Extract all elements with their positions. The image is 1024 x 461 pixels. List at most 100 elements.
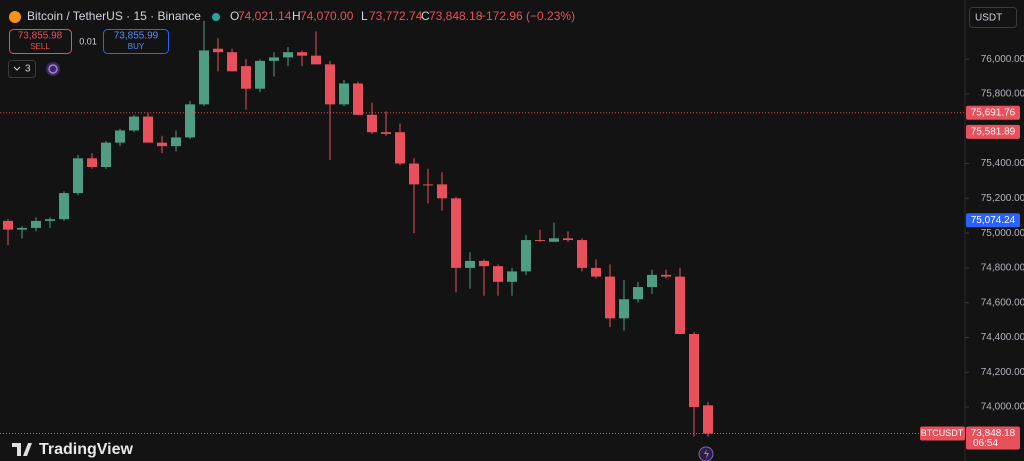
candle-body — [283, 52, 293, 58]
spread: 0.01 — [79, 36, 97, 46]
candle-body — [227, 52, 237, 72]
candle-body — [633, 287, 643, 300]
y-tick-label: 75,400.00 — [981, 158, 1024, 169]
y-tick-label: 75,200.00 — [981, 193, 1024, 204]
candle-body — [143, 116, 153, 143]
ohlc: O74,021.14 H 74,070.00 L 73,772.74C 73,848.18 — [230, 9, 483, 23]
sell-button[interactable] — [9, 29, 72, 54]
y-tick-label: 76,000.00 — [981, 54, 1024, 65]
ohlc-value: 73,772.74 — [369, 9, 423, 23]
candle-body — [339, 83, 349, 105]
candle-body — [423, 184, 433, 186]
candle-body — [213, 48, 223, 53]
y-tick-label: 75,800.00 — [981, 89, 1024, 100]
candle-body — [171, 137, 181, 147]
sell-label: SELL — [30, 42, 50, 51]
candle-body — [619, 299, 629, 319]
price-tag — [966, 124, 1020, 139]
candle-body — [297, 52, 307, 56]
price-tag — [966, 105, 1020, 120]
candle-body — [3, 220, 13, 230]
sync-icon[interactable] — [46, 62, 60, 76]
symbol-tag — [920, 426, 965, 441]
y-tick-label: 74,000.00 — [981, 402, 1024, 413]
candle-body — [563, 238, 573, 241]
plot — [0, 20, 965, 437]
y-tick-label: 74,200.00 — [981, 367, 1024, 378]
y-tick-label: 74,600.00 — [981, 297, 1024, 308]
candle-body — [87, 158, 97, 168]
candle-body — [661, 274, 671, 277]
candle-body — [269, 57, 279, 61]
last-price-label: 73,848.18 — [971, 428, 1016, 439]
brand-name: TradingView — [39, 441, 134, 458]
symbol-title: Bitcoin / TetherUS · 15 · Binance — [27, 9, 201, 23]
candle-body — [59, 193, 69, 220]
coin-icon — [9, 11, 21, 23]
candle-body — [17, 227, 27, 230]
brand-logo — [12, 443, 32, 456]
sync-icon-ring — [48, 64, 58, 74]
candle-body — [549, 238, 559, 242]
currency-button[interactable] — [969, 7, 1017, 28]
buy-button[interactable] — [103, 29, 169, 54]
candle-body — [185, 104, 195, 138]
candle-body — [409, 163, 419, 185]
candle-body — [129, 116, 139, 131]
candle-body — [451, 198, 461, 268]
buy-label: BUY — [128, 42, 145, 51]
candle-body — [241, 66, 251, 89]
candle-body — [647, 274, 657, 288]
candle-body — [115, 130, 125, 143]
ohlc-key: H — [292, 9, 301, 23]
candle-body — [521, 240, 531, 272]
candle-body — [31, 220, 41, 228]
candle-body — [493, 266, 503, 282]
ohlc-value: 73,848.18 — [429, 9, 483, 23]
candle-body — [479, 260, 489, 267]
last-price-tag — [966, 426, 1020, 450]
symbol-tag-label: BTCUSDT — [921, 428, 964, 438]
price-tag — [966, 213, 1020, 228]
candle-body — [199, 50, 209, 105]
price-tag-label: 75,074.24 — [971, 215, 1016, 226]
candle-body — [157, 142, 167, 147]
candle-body — [703, 405, 713, 434]
event-bolt — [704, 449, 709, 459]
y-tick-label: 74,400.00 — [981, 332, 1024, 343]
ohlc-key: O — [230, 9, 239, 23]
countdown: 06:54 — [973, 438, 998, 449]
candle-body — [605, 276, 615, 319]
ohlc-key: L — [361, 9, 368, 23]
candle-body — [381, 132, 391, 134]
candle-body — [325, 64, 335, 105]
candle-body — [395, 132, 405, 164]
indicator-toggle[interactable] — [8, 60, 36, 78]
change: −172.96 (−0.23%) — [479, 9, 575, 23]
candle-body — [311, 55, 321, 65]
y-tick-label: 74,800.00 — [981, 263, 1024, 274]
candle-body — [535, 240, 545, 242]
y-tick-label: 75,000.00 — [981, 228, 1024, 239]
candle-body — [367, 114, 377, 133]
chevron — [13, 66, 21, 71]
candle-body — [675, 276, 685, 335]
indicator-count: 3 — [25, 64, 31, 75]
candle-body — [591, 267, 601, 277]
ohlc-value: 74,021.14 — [238, 9, 292, 23]
price-tag-label: 75,581.89 — [971, 127, 1016, 138]
ohlc-value: 74,070.00 — [300, 9, 354, 23]
candle-body — [465, 260, 475, 268]
price-tag-label: 75,691.76 — [971, 107, 1016, 118]
ohlc-key: C — [421, 9, 430, 23]
candle-body — [437, 184, 447, 199]
status-dot — [212, 13, 220, 21]
candle-body — [353, 83, 363, 115]
currency: USDT — [975, 13, 1002, 24]
candle-body — [507, 271, 517, 282]
candle-body — [73, 158, 83, 194]
candle-body — [45, 219, 55, 221]
candle-body — [577, 240, 587, 268]
